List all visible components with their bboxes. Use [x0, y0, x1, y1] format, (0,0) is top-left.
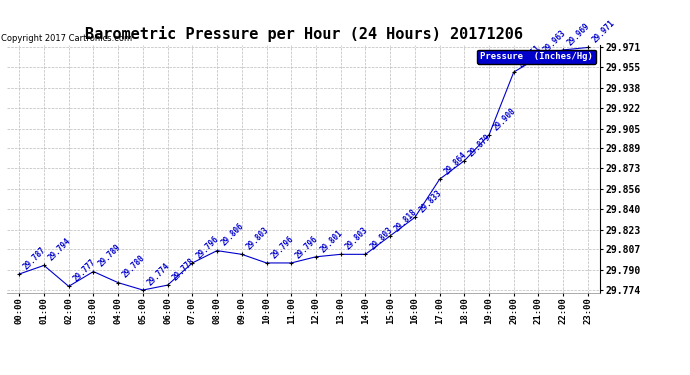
Text: 29.801: 29.801	[319, 228, 345, 254]
Text: 29.803: 29.803	[244, 226, 270, 252]
Text: 29.833: 29.833	[417, 189, 444, 214]
Text: 29.796: 29.796	[294, 234, 320, 260]
Text: 29.969: 29.969	[566, 21, 592, 47]
Text: 29.900: 29.900	[492, 106, 518, 132]
Text: 29.796: 29.796	[269, 234, 295, 260]
Legend: Pressure  (Inches/Hg): Pressure (Inches/Hg)	[477, 50, 595, 64]
Text: 29.777: 29.777	[72, 258, 97, 284]
Text: 29.787: 29.787	[22, 245, 48, 271]
Text: 29.796: 29.796	[195, 234, 221, 260]
Text: 29.806: 29.806	[220, 222, 246, 248]
Text: 29.780: 29.780	[121, 254, 147, 280]
Text: 29.794: 29.794	[47, 237, 72, 262]
Title: Barometric Pressure per Hour (24 Hours) 20171206: Barometric Pressure per Hour (24 Hours) …	[85, 27, 522, 42]
Text: 29.879: 29.879	[467, 132, 493, 158]
Text: 29.774: 29.774	[146, 261, 172, 287]
Text: 29.963: 29.963	[541, 28, 567, 54]
Text: 29.803: 29.803	[368, 226, 394, 252]
Text: 29.778: 29.778	[170, 256, 197, 282]
Text: 29.789: 29.789	[96, 243, 122, 269]
Text: 29.971: 29.971	[591, 19, 617, 45]
Text: 29.803: 29.803	[344, 226, 369, 252]
Text: 29.864: 29.864	[442, 150, 469, 177]
Text: 29.951: 29.951	[517, 44, 542, 69]
Text: Copyright 2017 Cartronics.com: Copyright 2017 Cartronics.com	[1, 33, 132, 42]
Text: 29.818: 29.818	[393, 207, 419, 233]
